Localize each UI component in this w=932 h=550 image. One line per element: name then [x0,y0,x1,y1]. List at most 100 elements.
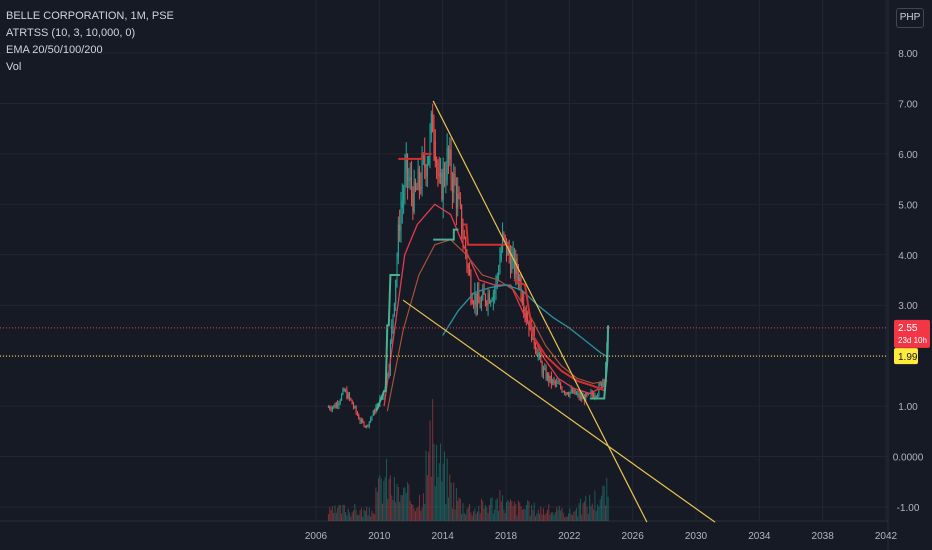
volume-bar [539,513,541,521]
symbol-title[interactable]: BELLE CORPORATION, 1M, PSE [6,10,174,22]
candle-body [465,238,467,253]
volume-bar [440,443,442,521]
candle-body [454,173,456,185]
volume-bar [465,514,467,521]
candle-body [371,415,373,419]
volume-bar [368,507,370,521]
y-tick-label: 7.00 [898,99,918,110]
candle-body [553,379,555,382]
candle-body [469,267,471,275]
volume-bar [393,476,395,521]
volume-bar [407,482,409,521]
volume-bar [380,478,382,521]
y-tick-label: 8.00 [898,49,918,60]
volume-bar [504,513,506,521]
candle-body [491,300,493,302]
candle-body [395,279,397,304]
volume-bar [566,516,568,521]
candle-body [354,406,356,408]
volume-bar [421,507,423,521]
trend-line [432,100,648,523]
volume-bar [349,512,351,521]
volume-bar [527,500,529,521]
volume-bar [486,507,488,521]
ema-indicator-label[interactable]: EMA 20/50/100/200 [6,44,103,56]
volume-bar [531,504,533,521]
volume-bar [479,513,481,521]
volume-bar [338,505,340,521]
candle-body [582,396,584,400]
volume-indicator-label[interactable]: Vol [6,61,22,73]
volume-bar [568,513,570,521]
candle-body [573,389,575,393]
volume-bar [446,458,448,521]
volume-bar [343,505,345,521]
candle-body [432,112,434,132]
currency-button[interactable]: PHP [896,8,924,28]
volume-bar [412,504,414,521]
last-price-value: 2.55 [898,323,918,334]
volume-bar [337,508,339,521]
grid [0,0,889,550]
volume-bar [384,477,386,521]
volume-bar [447,497,449,521]
volume-bar [525,505,527,521]
candle-body [363,421,365,427]
volume-bar [533,502,535,521]
candle-body [601,382,603,387]
volume-bar [383,480,385,521]
volume-bar [482,500,484,521]
volume-bar [430,476,432,521]
candle-body [490,300,492,303]
volume-bar [601,495,603,521]
candle-body [404,171,406,195]
volume-bar [506,502,508,521]
volume-bar [480,498,482,521]
candle-body [535,344,537,351]
volume-bar [607,496,609,521]
candle-body [331,407,333,410]
volume-bar [606,477,608,521]
volume-bar [376,491,378,521]
atr-indicator-label[interactable]: ATRTSS (10, 3, 10,000, 0) [6,27,136,39]
volume-bar [483,508,485,521]
volume-bar [444,451,446,521]
volume-bar [417,506,419,521]
y-tick-label: 4.00 [898,251,918,262]
candle-body [338,402,340,406]
volume-bar [550,512,552,521]
candle-body [366,425,368,427]
volume-bar [528,501,530,521]
candle-body [437,163,439,175]
candle-body [467,265,469,268]
candle-body [521,296,523,304]
candle-body [421,157,423,189]
volume-bar [455,488,457,521]
volume-bar [484,504,486,521]
candle-body [577,393,579,395]
volume-bar [457,500,459,521]
volume-bar [363,509,365,521]
volume-bar [461,513,463,521]
volume-bar [471,515,473,521]
volume-bar [544,514,546,521]
candle-body [597,394,599,397]
volume-bar [548,504,550,521]
x-axis: 2006 2010 2014 2018 2022 2026 2030 2034 2038 2042 [305,531,898,542]
ema-slow-line [442,284,608,358]
volume-bar [374,514,376,521]
candle-body [488,293,490,303]
candle-body [397,224,399,258]
volume-bar [372,513,374,521]
volume-bar [590,506,592,521]
candle-body [496,275,498,280]
candle-body [484,294,486,303]
candle-body [417,169,419,190]
candle-body [370,418,372,422]
candle-body [546,373,548,380]
candle-body [482,290,484,300]
trend-line [402,299,716,523]
volume-bar [587,513,589,521]
